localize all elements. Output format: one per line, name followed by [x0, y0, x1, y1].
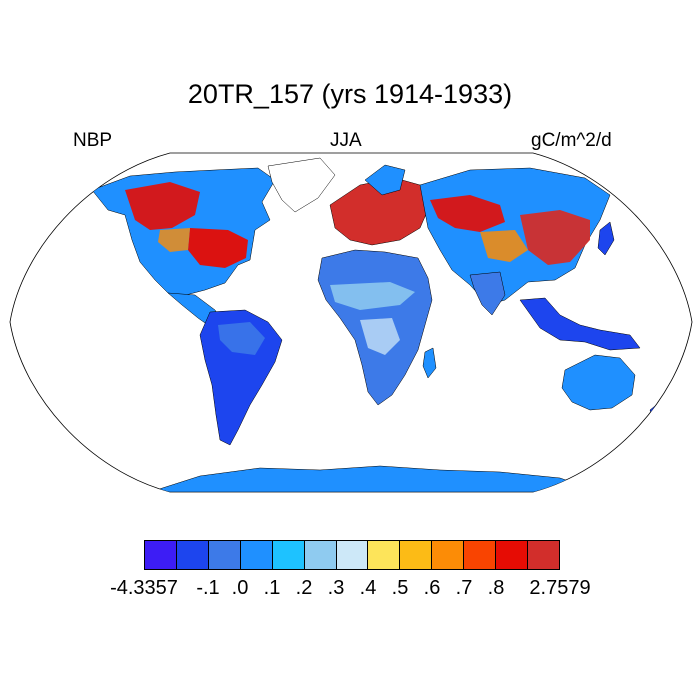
units-label: gC/m^2/d — [531, 130, 612, 151]
amazon-mixed — [218, 322, 265, 355]
colorbar-swatch — [464, 541, 497, 569]
colorbar-swatch — [304, 541, 337, 569]
colorbar-tick-label: .5 — [391, 577, 409, 599]
colorbar-swatch — [496, 541, 529, 569]
map-title: 20TR_157 (yrs 1914-1933) — [187, 79, 513, 109]
madagascar-land — [422, 347, 437, 379]
colorbar-tick-label: .2 — [295, 577, 313, 599]
colorbar-tick-label: .1 — [263, 577, 281, 599]
colorbar-tick-label: -.1 — [196, 577, 220, 599]
colorbar-tick-label: .6 — [423, 577, 441, 599]
colorbar-tick-label: .7 — [455, 577, 473, 599]
colorbar — [144, 540, 560, 570]
scandinavia-land — [364, 164, 406, 196]
colorbar-tick-label: .8 — [487, 577, 505, 599]
japan-land — [597, 221, 615, 256]
colorbar-swatch — [145, 541, 177, 569]
eastern-us-high-nbp — [188, 228, 248, 268]
season-label: JJA — [330, 130, 362, 151]
colorbar-swatch — [208, 541, 241, 569]
india-land — [469, 271, 506, 316]
midwest-orange — [158, 228, 190, 252]
central-africa-mixed — [360, 318, 400, 355]
colorbar-tick-label: -4.3357 — [110, 577, 178, 599]
colorbar-swatch — [336, 541, 369, 569]
sahel-lightblue — [330, 282, 415, 310]
colorbar-swatch — [400, 541, 433, 569]
colorbar-tick-label: .3 — [327, 577, 345, 599]
colorbar-swatch — [176, 541, 209, 569]
colorbar-swatch — [368, 541, 401, 569]
east-asia-high-nbp — [520, 210, 590, 265]
colorbar-swatch — [272, 541, 305, 569]
siberia-high-nbp — [430, 195, 505, 232]
colorbar-tick-label: 2.7579 — [529, 577, 591, 599]
colorbar-ticks: -4.3357 -.1 .0 .1 .2 .3 .4 .5 .6 .7 .8 2.7579 — [0, 576, 700, 602]
central-asia-orange — [480, 230, 528, 262]
colorbar-tick-label: .0 — [231, 577, 249, 599]
colorbar-swatch — [528, 541, 559, 569]
variable-label: NBP — [73, 130, 113, 151]
colorbar-tick-label: .4 — [359, 577, 377, 599]
canada-high-nbp — [125, 182, 200, 230]
australia-land — [561, 354, 636, 411]
greenland-land — [267, 157, 336, 213]
colorbar-swatch — [240, 541, 273, 569]
southeast-asia-land — [519, 297, 641, 351]
colorbar-swatch — [432, 541, 465, 569]
